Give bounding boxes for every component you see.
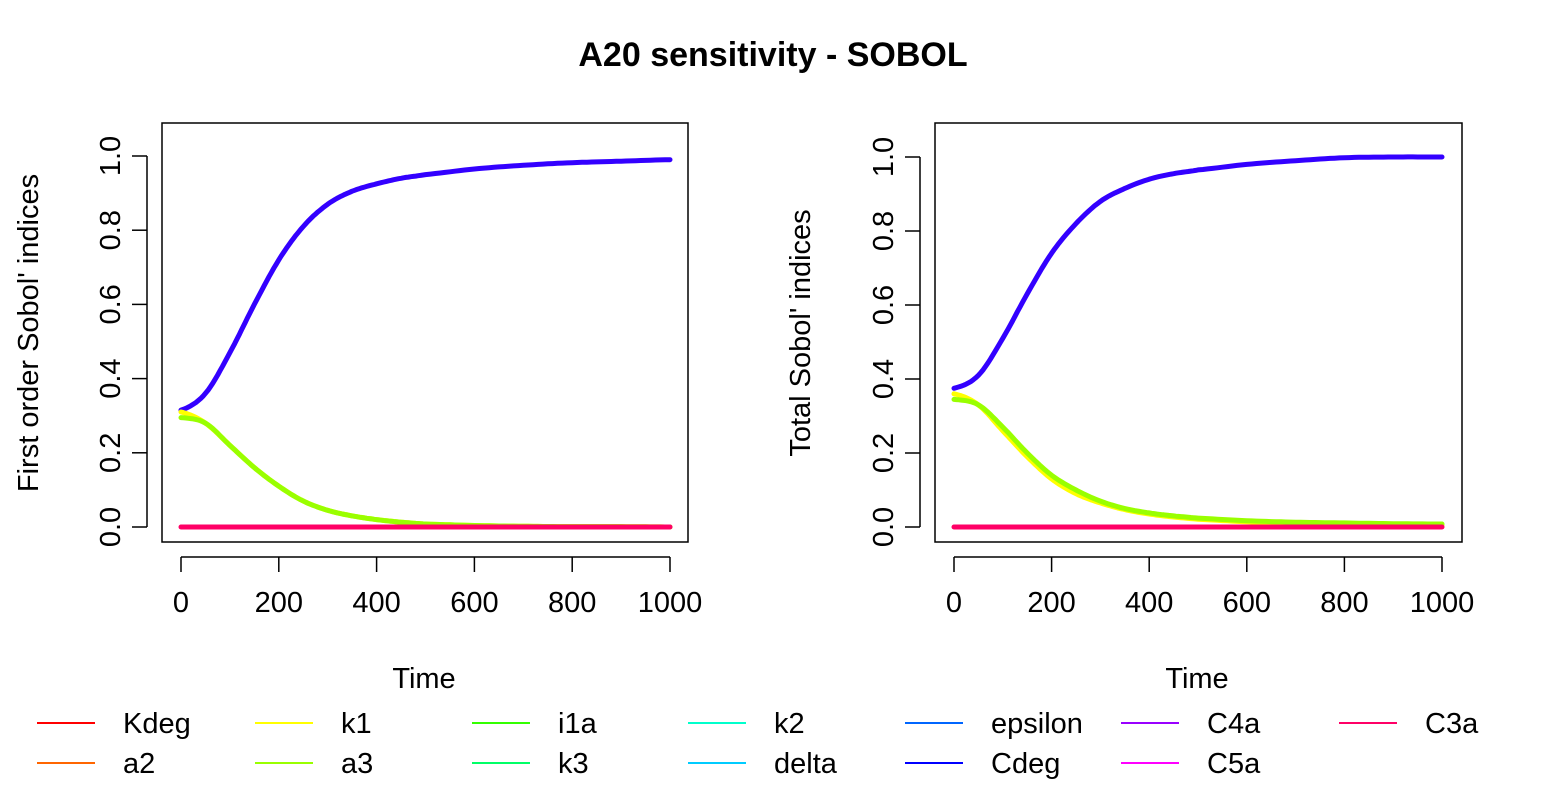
chart-panel-1: 0 200 400 600 800 1000 0.0 0.2 0.4 0.6 0.8 1.0 Time F… [13, 122, 703, 695]
legend-label: C3a [1425, 708, 1479, 740]
x-tick-label: 0 [173, 587, 189, 619]
legend-item-c3a: C3a [1339, 708, 1479, 740]
series-line-k1 [951, 391, 1445, 528]
x-tick-label: 600 [450, 587, 498, 619]
x-tick-label: 200 [255, 587, 303, 619]
y-tick-label: 1.0 [95, 136, 127, 176]
y-tick-label: 0.6 [868, 285, 900, 325]
x-axis-label: Time [1165, 663, 1228, 695]
y-tick-label: 0.8 [868, 211, 900, 251]
legend-item-k2: k2 [688, 708, 805, 740]
legend-label: k2 [774, 708, 805, 740]
legend-item-cdeg: Cdeg [905, 748, 1060, 780]
y-tick-label: 1.0 [868, 137, 900, 177]
legend-item-k1: k1 [255, 708, 372, 740]
plot-frame [161, 122, 689, 543]
y-axis-label: First order Sobol' indices [13, 174, 45, 492]
y-tick-label: 0.2 [95, 433, 127, 473]
x-tick-label: 600 [1223, 587, 1271, 619]
plot-frame [934, 122, 1463, 543]
x-tick-label: 800 [1320, 587, 1368, 619]
x-tick-label: 200 [1027, 587, 1075, 619]
legend-label: i1a [558, 708, 598, 740]
legend: Kdeg a2 k1 a3 i1a k3 k2 delta epsilon Cdeg C4a C5a C… [37, 708, 1479, 780]
y-tick-label: 0.0 [868, 507, 900, 547]
legend-label: a2 [123, 748, 155, 780]
x-tick-label: 1000 [638, 587, 703, 619]
y-tick-label: 0.0 [95, 507, 127, 547]
chart-panel-2: 0 200 400 600 800 1000 0.0 0.2 0.4 0.6 0.8 1.0 Time T… [785, 122, 1475, 695]
legend-label: epsilon [991, 708, 1083, 740]
legend-label: k3 [558, 748, 589, 780]
legend-item-a2: a2 [37, 748, 155, 780]
legend-item-kdeg: Kdeg [37, 708, 191, 740]
legend-item-c5a: C5a [1121, 748, 1261, 780]
legend-label: C5a [1207, 748, 1261, 780]
legend-item-epsilon: epsilon [905, 708, 1083, 740]
x-tick-label: 800 [548, 587, 596, 619]
x-tick-label: 0 [946, 587, 962, 619]
legend-label: C4a [1207, 708, 1261, 740]
y-tick-label: 0.4 [95, 358, 127, 398]
legend-item-a3: a3 [255, 748, 373, 780]
legend-label: k1 [341, 708, 372, 740]
legend-item-delta: delta [688, 748, 838, 780]
legend-item-i1a: i1a [472, 708, 598, 740]
legend-item-k3: k3 [472, 748, 589, 780]
series-line-cdeg [951, 154, 1445, 391]
y-tick-label: 0.4 [868, 359, 900, 399]
legend-label: Kdeg [123, 708, 191, 740]
series-line-a3 [178, 415, 673, 530]
legend-label: delta [774, 748, 838, 780]
x-axis-label: Time [392, 663, 455, 695]
series-line-cdeg [178, 157, 673, 413]
x-tick-label: 1000 [1410, 587, 1475, 619]
x-tick-label: 400 [352, 587, 400, 619]
figure-title: A20 sensitivity - SOBOL [578, 36, 968, 74]
y-tick-label: 0.2 [868, 433, 900, 473]
series-line-a3 [951, 396, 1445, 527]
y-tick-label: 0.8 [95, 210, 127, 250]
legend-item-c4a: C4a [1121, 708, 1261, 740]
y-axis-label: Total Sobol' indices [785, 209, 817, 456]
legend-label: Cdeg [991, 748, 1060, 780]
y-tick-label: 0.6 [95, 284, 127, 324]
legend-label: a3 [341, 748, 373, 780]
x-tick-label: 400 [1125, 587, 1173, 619]
